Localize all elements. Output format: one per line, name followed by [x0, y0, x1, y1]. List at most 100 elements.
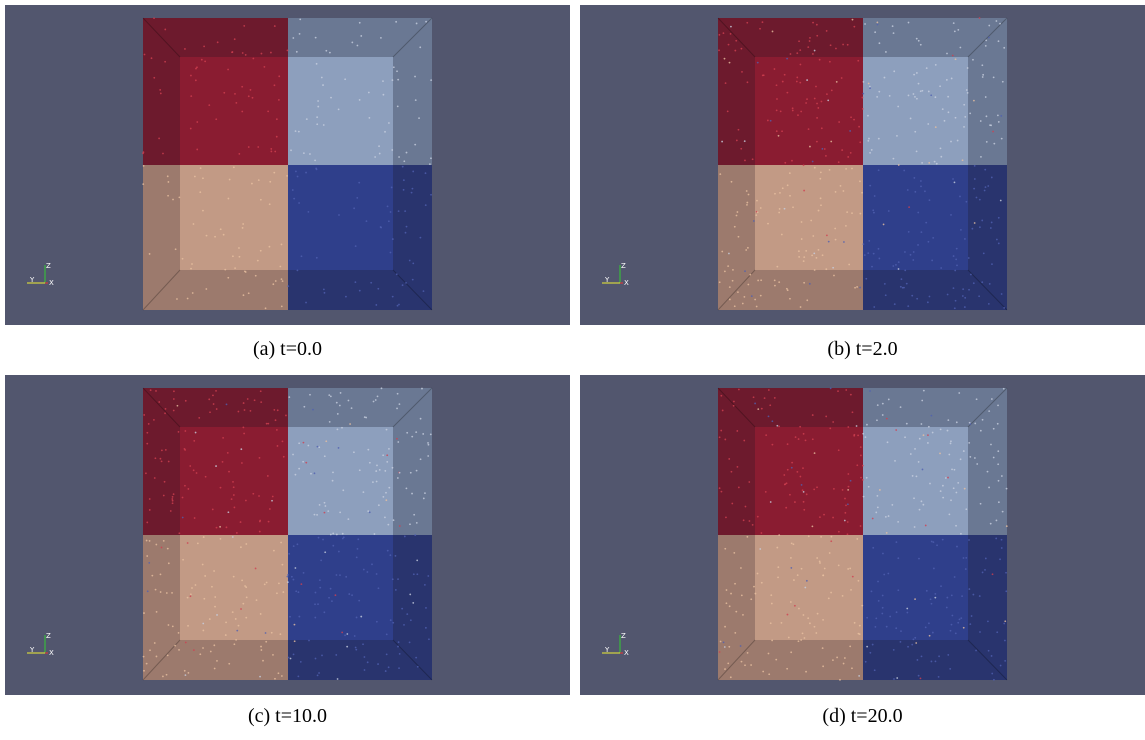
particle [161, 461, 163, 463]
particle [195, 584, 197, 586]
particle [345, 576, 347, 578]
particle [149, 649, 151, 651]
particle [274, 678, 276, 680]
triad-label: X [49, 279, 54, 287]
particle [358, 182, 360, 184]
particle [403, 160, 405, 162]
particle [202, 564, 204, 566]
particle [826, 30, 828, 32]
particle [948, 513, 950, 515]
particle [274, 25, 276, 27]
particle [979, 631, 981, 633]
particle [904, 251, 906, 253]
particle [209, 618, 211, 620]
particle [964, 238, 966, 240]
particle [166, 674, 168, 676]
particle [305, 302, 307, 304]
particle [293, 579, 295, 581]
particle [385, 499, 387, 501]
particle [178, 196, 180, 198]
particle [954, 469, 956, 471]
particle [906, 283, 908, 285]
particle [299, 18, 301, 20]
particle [337, 413, 339, 415]
particle [849, 568, 851, 570]
particle [274, 84, 276, 86]
particle [410, 619, 412, 621]
particle [821, 127, 823, 129]
particle [162, 676, 164, 678]
particle [734, 583, 736, 585]
particle [992, 131, 994, 133]
particle [841, 77, 843, 79]
particle [428, 444, 430, 446]
particle [931, 603, 933, 605]
particle [355, 245, 357, 247]
particle [733, 552, 735, 554]
particle [804, 587, 806, 589]
particle [917, 244, 919, 246]
particle [185, 400, 187, 402]
particle [302, 461, 304, 463]
particle [920, 231, 922, 233]
particle [390, 619, 392, 621]
particle [143, 612, 145, 614]
particle [247, 398, 249, 400]
particle [927, 123, 929, 125]
particle [258, 495, 260, 497]
particle [886, 626, 888, 628]
particle [172, 625, 174, 627]
box-inner [180, 535, 288, 640]
particle [771, 444, 773, 446]
particle [929, 296, 931, 298]
triad-label: X [624, 649, 629, 657]
particle [298, 468, 300, 470]
particle [314, 603, 316, 605]
particle [160, 573, 162, 575]
particle [776, 547, 778, 549]
particle [164, 412, 166, 414]
particle [406, 432, 408, 434]
particle [914, 637, 916, 639]
particle [960, 229, 962, 231]
particle [774, 285, 776, 287]
particle [964, 488, 966, 490]
triad-label: Z [621, 262, 626, 270]
particle [959, 618, 961, 620]
particle [806, 580, 808, 582]
particle [148, 423, 150, 425]
particle [381, 387, 383, 389]
particle [850, 116, 852, 118]
particle [737, 211, 739, 213]
particle [929, 483, 931, 485]
particle [993, 76, 995, 78]
particle [315, 592, 317, 594]
particle [307, 211, 309, 213]
particle [768, 673, 770, 675]
particle [914, 448, 916, 450]
particle [222, 461, 224, 463]
particle [1001, 293, 1003, 295]
particle [790, 53, 792, 55]
particle [973, 282, 975, 284]
particle [818, 249, 820, 251]
particle [953, 22, 955, 24]
particle [255, 275, 257, 277]
particle [854, 622, 856, 624]
particle [860, 446, 862, 448]
particle [745, 249, 747, 251]
particle [963, 104, 965, 106]
particle [806, 79, 808, 81]
particle [859, 287, 861, 289]
particle [427, 442, 429, 444]
particle [835, 48, 837, 50]
box-inner [863, 57, 968, 165]
particle [380, 226, 382, 228]
particle [192, 292, 194, 294]
particle [414, 76, 416, 78]
particle [167, 548, 169, 550]
particle [983, 252, 985, 254]
particle [1003, 623, 1005, 625]
particle [790, 557, 792, 559]
particle [292, 189, 294, 191]
